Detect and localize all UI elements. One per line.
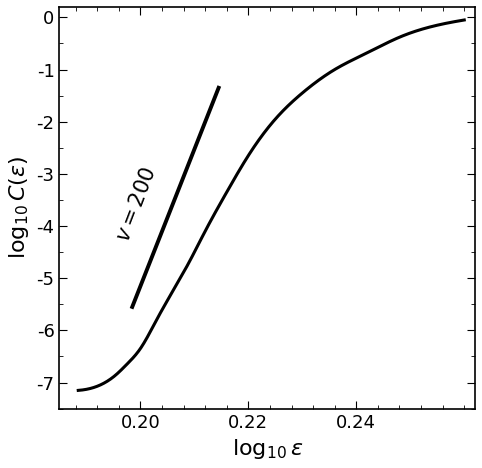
X-axis label: $\log_{10}\varepsilon$: $\log_{10}\varepsilon$ [231,437,303,461]
Y-axis label: $\log_{10}C(\varepsilon)$: $\log_{10}C(\varepsilon)$ [7,156,31,259]
Text: $v = 200$: $v = 200$ [114,164,161,244]
